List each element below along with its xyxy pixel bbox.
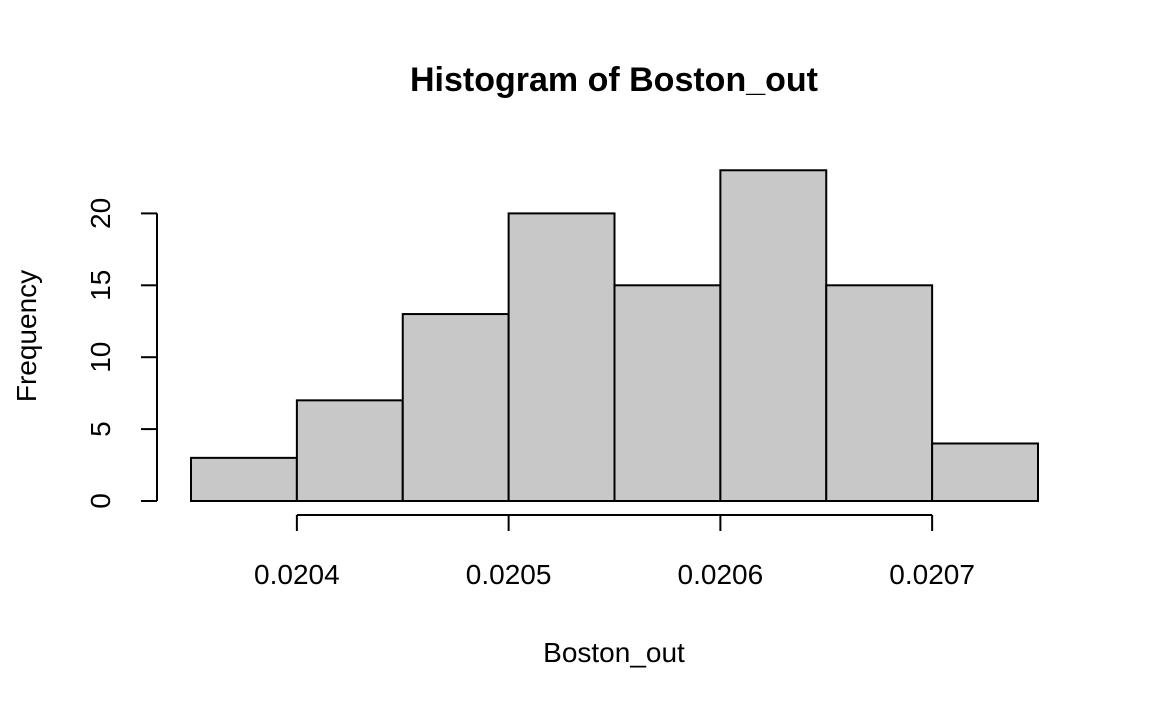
y-tick-label: 5 — [85, 421, 116, 437]
bars-layer — [190, 169, 1039, 503]
histogram-bar-3 — [401, 313, 510, 502]
chart-title: Histogram of Boston_out — [410, 61, 818, 99]
y-tick-label: 20 — [85, 198, 116, 229]
histogram-bar-4 — [507, 212, 616, 502]
x-tick-label: 0.0205 — [466, 559, 552, 590]
x-axis: 0.0204 0.0205 0.0206 0.0207 — [254, 514, 975, 590]
x-tick-label: 0.0204 — [254, 559, 340, 590]
histogram-bar-7 — [825, 284, 934, 502]
y-axis-label: Frequency — [11, 270, 42, 402]
y-tick-label: 0 — [85, 493, 116, 509]
histogram-bar-2 — [295, 399, 404, 502]
y-tick-label: 10 — [85, 342, 116, 373]
histogram-bar-5 — [613, 284, 722, 502]
histogram-bar-6 — [719, 169, 828, 502]
y-tick-label: 15 — [85, 270, 116, 301]
x-axis-label: Boston_out — [543, 637, 685, 668]
histogram-bar-8 — [931, 442, 1039, 503]
x-tick-label: 0.0207 — [889, 559, 975, 590]
y-axis: 0 5 10 15 20 — [85, 198, 158, 509]
histogram-bar-1 — [190, 456, 298, 502]
x-tick-label: 0.0206 — [678, 559, 764, 590]
